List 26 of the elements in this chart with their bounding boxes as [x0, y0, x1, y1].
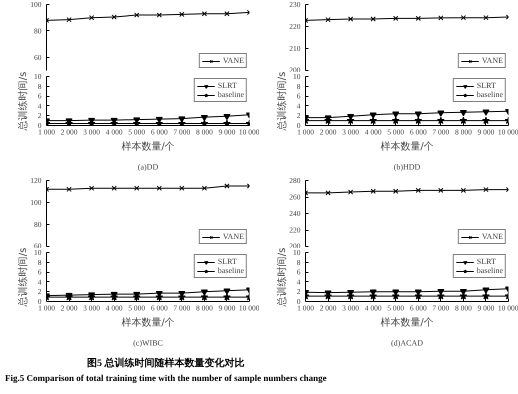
- legend-label: baseline: [476, 90, 503, 99]
- text: (b)HDD: [394, 162, 421, 172]
- legend-label: VANE: [482, 56, 503, 65]
- text: (a)DD: [138, 162, 158, 172]
- y-axis-title: 总训练时间/s: [17, 72, 29, 132]
- y-axis-title: 总训练时间/s: [17, 248, 29, 308]
- legend-label: baseline: [218, 90, 244, 99]
- x-axis-title: 样本数量/个: [121, 140, 175, 152]
- legend-label: SLRT: [218, 257, 238, 266]
- y-axis-title: 总训练时间/s: [276, 72, 288, 132]
- legend-label: VANE: [482, 232, 503, 241]
- x-axis-title: 样本数量/个: [380, 140, 434, 152]
- caption: 图5 总训练时间随样本数量变化对比: [86, 357, 246, 371]
- legend-label: baseline: [476, 266, 503, 275]
- text: (d)ACAD: [391, 338, 424, 348]
- legend-label: SLRT: [476, 81, 497, 90]
- legend-label: baseline: [218, 266, 244, 275]
- legend-label: SLRT: [476, 257, 497, 266]
- legend-label: VANE: [222, 56, 244, 65]
- x-axis-title: 样本数量/个: [380, 316, 434, 328]
- caption: Fig.5 Comparison of total training time with the number of sample numbers change: [5, 372, 327, 385]
- x-axis-title: 样本数量/个: [121, 316, 175, 328]
- text: (c)WIBC: [133, 338, 163, 348]
- y-axis-title: 总训练时间/s: [276, 248, 288, 308]
- legend-label: VANE: [222, 232, 244, 241]
- legend-label: SLRT: [218, 81, 238, 90]
